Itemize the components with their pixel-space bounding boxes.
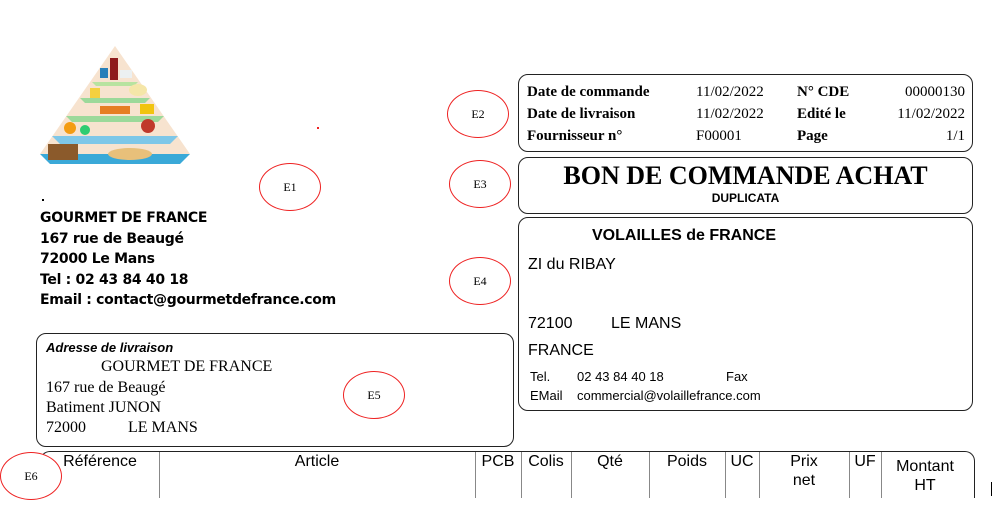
cursor-mark: [991, 482, 992, 496]
col-reference: Référence: [63, 453, 137, 470]
company-street: 167 rue de Beaugé: [40, 230, 184, 247]
page-label: Page: [797, 128, 828, 144]
title-box: BON DE COMMANDE ACHAT DUPLICATA: [518, 157, 973, 214]
col-prix-net: Prix net: [790, 453, 818, 489]
delivery-building: Batiment JUNON: [46, 399, 162, 416]
col-article: Article: [294, 453, 340, 470]
col-pcb: PCB: [481, 453, 515, 470]
col-colis: Colis: [528, 453, 564, 470]
order-info-box: Date de commande 11/02/2022 Date de livr…: [518, 74, 973, 152]
fournisseur-label: Fournisseur n°: [527, 128, 623, 144]
supplier-tel-label: Tel.: [530, 369, 551, 384]
date-commande-label: Date de commande: [527, 84, 650, 100]
food-pyramid-logo: [40, 46, 190, 164]
supplier-fax-label: Fax: [726, 369, 748, 384]
company-name: GOURMET DE FRANCE: [40, 210, 208, 226]
marker-e5: E5: [343, 371, 405, 419]
delivery-postcode: 72000: [46, 419, 86, 436]
supplier-postcode: 72100: [528, 315, 573, 332]
company-city: 72000 Le Mans: [40, 251, 155, 267]
delivery-address-box: Adresse de livraison GOURMET DE FRANCE 1…: [36, 333, 514, 447]
items-table-header: Référence Article PCB Colis Qté Poids UC…: [40, 451, 975, 498]
document-title: BON DE COMMANDE ACHAT: [563, 161, 928, 190]
delivery-label: Adresse de livraison: [46, 340, 174, 355]
supplier-city: LE MANS: [611, 315, 682, 332]
marker-e2: E2: [447, 90, 509, 138]
edite-value: 11/02/2022: [897, 106, 965, 122]
company-email: Email : contact@gourmetdefrance.com: [40, 292, 336, 308]
col-uc: UC: [730, 453, 754, 470]
page-value: 1/1: [945, 128, 965, 144]
col-qte: Qté: [597, 453, 623, 470]
date-livraison-value: 11/02/2022: [696, 106, 764, 122]
black-dot: [42, 199, 44, 201]
delivery-city: LE MANS: [128, 419, 198, 436]
supplier-tel: 02 43 84 40 18: [577, 369, 664, 384]
supplier-country: FRANCE: [528, 342, 594, 359]
delivery-name: GOURMET DE FRANCE: [101, 358, 273, 375]
company-tel: Tel : 02 43 84 40 18: [40, 271, 189, 288]
document-subtitle: DUPLICATA: [711, 191, 780, 205]
marker-e3: E3: [449, 160, 511, 208]
company-address: GOURMET DE FRANCE 167 rue de Beaugé 7200…: [40, 208, 336, 311]
cde-value: 00000130: [905, 84, 965, 100]
supplier-box: VOLAILLES de FRANCE ZI du RIBAY 72100 LE…: [518, 217, 973, 411]
supplier-name: VOLAILLES de FRANCE: [592, 227, 777, 244]
cde-label: N° CDE: [797, 84, 850, 100]
col-montant-ht: Montant HT: [896, 458, 954, 494]
supplier-email-label: EMail: [530, 388, 563, 403]
supplier-email: commercial@volaillefrance.com: [577, 388, 761, 403]
fournisseur-value: F00001: [696, 128, 742, 144]
date-commande-value: 11/02/2022: [696, 84, 764, 100]
marker-e1: E1: [259, 163, 321, 211]
edite-label: Edité le: [797, 106, 846, 122]
col-poids: Poids: [666, 453, 708, 470]
supplier-street: ZI du RIBAY: [528, 256, 616, 273]
date-livraison-label: Date de livraison: [527, 106, 636, 122]
red-dot: [317, 127, 319, 129]
delivery-street: 167 rue de Beaugé: [46, 379, 166, 396]
marker-e6: E6: [0, 452, 62, 500]
marker-e4: E4: [449, 257, 511, 305]
col-uf: UF: [854, 453, 876, 470]
